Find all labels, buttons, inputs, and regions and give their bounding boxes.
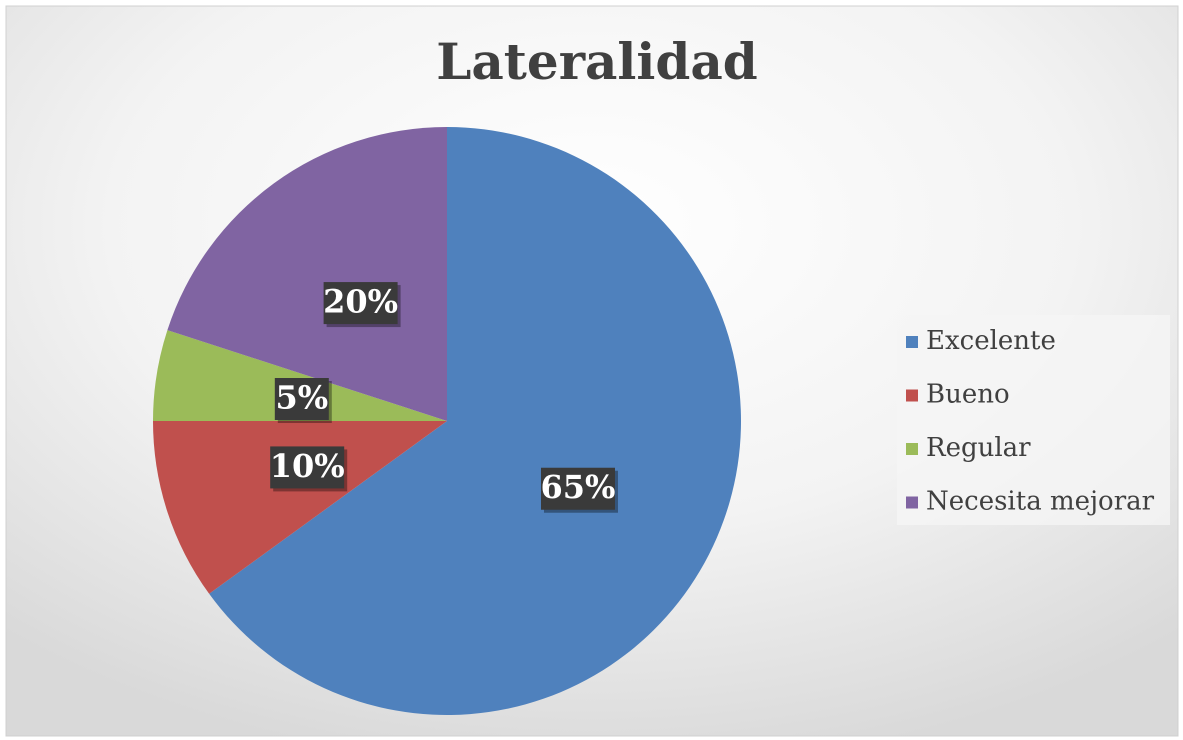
legend-box bbox=[897, 315, 1170, 525]
legend-swatch bbox=[906, 496, 918, 509]
legend-label: Excelente bbox=[926, 326, 1056, 356]
data-label-box bbox=[323, 282, 398, 325]
pie-slice bbox=[167, 127, 447, 421]
data-label-box bbox=[540, 467, 615, 510]
data-label: 65% bbox=[541, 468, 616, 506]
legend-label: Bueno bbox=[926, 380, 1010, 410]
pie-slice bbox=[209, 127, 742, 716]
data-label: 20% bbox=[323, 283, 398, 321]
chart-title: Lateralidad bbox=[436, 32, 758, 91]
legend-swatch bbox=[906, 443, 918, 455]
legend-swatch bbox=[906, 389, 918, 402]
legend-swatch bbox=[906, 336, 918, 348]
legend-label: Regular bbox=[926, 433, 1031, 463]
data-label-box bbox=[274, 378, 329, 421]
data-label-box bbox=[270, 446, 345, 489]
pie-slice bbox=[153, 330, 447, 421]
data-label: 5% bbox=[275, 379, 328, 417]
legend-label: Necesita mejorar bbox=[926, 487, 1155, 517]
pie-slice bbox=[153, 421, 447, 594]
data-label: 10% bbox=[270, 447, 345, 485]
